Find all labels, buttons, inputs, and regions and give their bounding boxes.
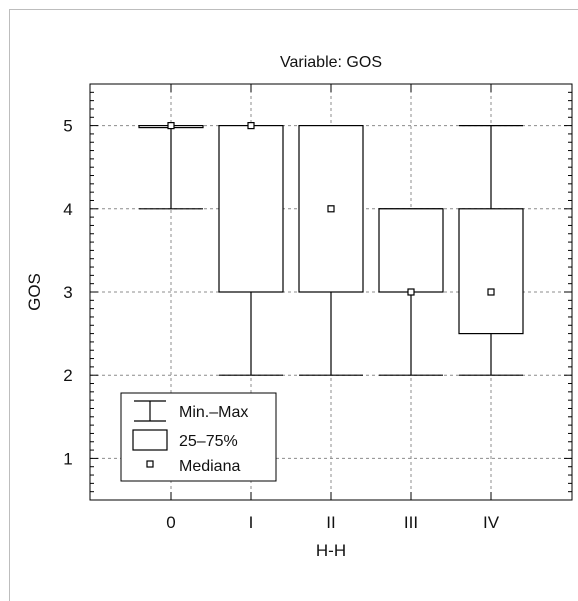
median-marker: [407, 288, 415, 296]
box-III: [378, 208, 444, 376]
box-iqr: [458, 208, 524, 335]
legend-minmax-label: Min.–Max: [179, 404, 248, 421]
y-tick-label: 1: [63, 449, 72, 468]
y-tick-label: 5: [63, 117, 72, 136]
x-axis: 0 I II III IV: [166, 84, 500, 532]
box-II: [298, 124, 364, 376]
box-0: [138, 121, 204, 210]
x-tick-label: II: [326, 513, 335, 532]
x-tick-label: 0: [166, 513, 175, 532]
box-iqr: [218, 124, 284, 293]
y-axis-label: GOS: [25, 273, 44, 311]
median-marker: [247, 121, 255, 130]
x-tick-label: IV: [483, 513, 500, 532]
y-axis: 1 2 3 4 5: [63, 83, 572, 501]
median-marker: [167, 121, 175, 130]
legend-iqr-label: 25–75%: [179, 433, 238, 450]
box-iqr: [378, 208, 444, 293]
x-axis-label: H-H: [316, 541, 346, 560]
x-tick-label: III: [404, 513, 418, 532]
median-marker: [327, 205, 335, 213]
legend-median-symbol: [146, 460, 154, 468]
legend: Min.–Max 25–75% Mediana: [120, 392, 277, 482]
chart-title: Variable: GOS: [280, 54, 382, 71]
figure-frame: [9, 9, 578, 601]
median-marker: [487, 288, 495, 296]
y-tick-label: 4: [63, 200, 72, 219]
legend-minmax-symbol: [134, 400, 166, 422]
x-tick-label: I: [249, 513, 254, 532]
y-tick-label: 3: [63, 283, 72, 302]
box-series: [138, 121, 524, 376]
box-I: [218, 121, 284, 376]
legend-median-label: Mediana: [179, 458, 240, 475]
box-IV: [458, 124, 524, 376]
legend-iqr-symbol: [132, 429, 168, 451]
y-tick-label: 2: [63, 366, 72, 385]
